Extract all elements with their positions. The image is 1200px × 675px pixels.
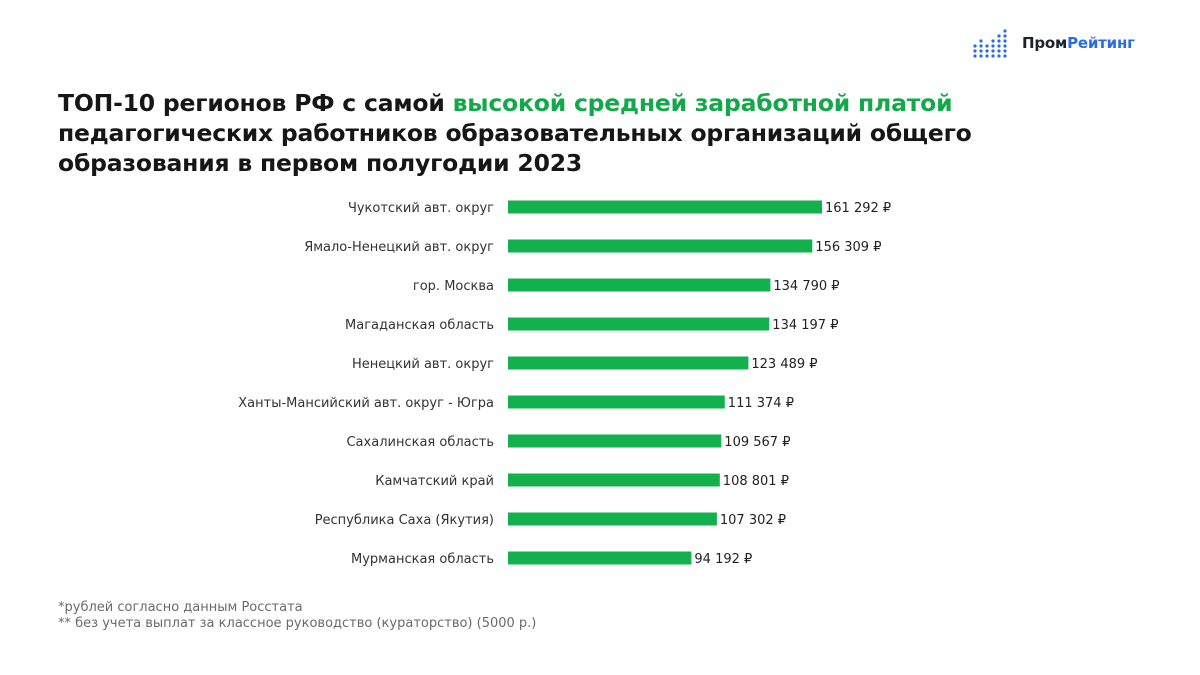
category-label: Чукотский авт. округ bbox=[348, 201, 494, 216]
value-label: 111 374 ₽ bbox=[728, 396, 794, 411]
value-label: 134 197 ₽ bbox=[772, 318, 838, 333]
logo-bars-icon bbox=[973, 29, 1007, 58]
value-label: 123 489 ₽ bbox=[751, 357, 817, 372]
chart-title: ТОП-10 регионов РФ с самой высокой средн… bbox=[58, 88, 1148, 178]
logo-text-prom: Пром bbox=[1022, 34, 1068, 52]
logo-text: ПромРейтинг bbox=[1022, 34, 1135, 52]
category-label: Республика Саха (Якутия) bbox=[315, 513, 494, 528]
bar-chart: Чукотский авт. округ 161 292 ₽ Ямало-Ненец… bbox=[238, 200, 891, 567]
bar bbox=[508, 434, 722, 448]
bar bbox=[508, 356, 749, 370]
title-part1: ТОП-10 регионов РФ с самой bbox=[58, 89, 453, 117]
footnote-2: ** без учета выплат за классное руководс… bbox=[58, 616, 537, 631]
category-label: Ненецкий авт. округ bbox=[352, 357, 494, 372]
category-label: Мурманская область bbox=[351, 552, 494, 567]
category-label: Ханты-Мансийский авт. округ - Югра bbox=[238, 396, 494, 411]
value-label: 156 309 ₽ bbox=[815, 240, 881, 255]
value-label: 108 801 ₽ bbox=[723, 474, 789, 489]
value-label: 134 790 ₽ bbox=[773, 279, 839, 294]
bar bbox=[508, 239, 813, 253]
logo-text-rating: Рейтинг bbox=[1067, 34, 1135, 52]
footnote-1: *рублей согласно данным Росстата bbox=[58, 600, 303, 615]
value-label: 161 292 ₽ bbox=[825, 201, 891, 216]
category-label: Сахалинская область bbox=[346, 435, 494, 450]
bar bbox=[508, 551, 692, 565]
bar bbox=[508, 512, 717, 526]
title-part2: педагогических работников образовательны… bbox=[58, 119, 972, 177]
bar bbox=[508, 278, 771, 292]
value-label: 109 567 ₽ bbox=[724, 435, 790, 450]
bar bbox=[508, 200, 822, 214]
footnotes: *рублей согласно данным Росстата ** без … bbox=[58, 600, 536, 632]
title-highlight: высокой средней заработной платой bbox=[452, 89, 953, 117]
category-label: гор. Москва bbox=[413, 279, 494, 294]
value-label: 107 302 ₽ bbox=[720, 513, 786, 528]
category-label: Ямало-Ненецкий авт. округ bbox=[304, 240, 494, 255]
category-label: Камчатский край bbox=[375, 474, 494, 489]
bar bbox=[508, 473, 720, 487]
bar bbox=[508, 317, 770, 331]
value-label: 94 192 ₽ bbox=[694, 552, 752, 567]
bar bbox=[508, 395, 725, 409]
category-label: Магаданская область bbox=[345, 318, 494, 333]
logo: ПромРейтинг bbox=[972, 26, 1135, 60]
